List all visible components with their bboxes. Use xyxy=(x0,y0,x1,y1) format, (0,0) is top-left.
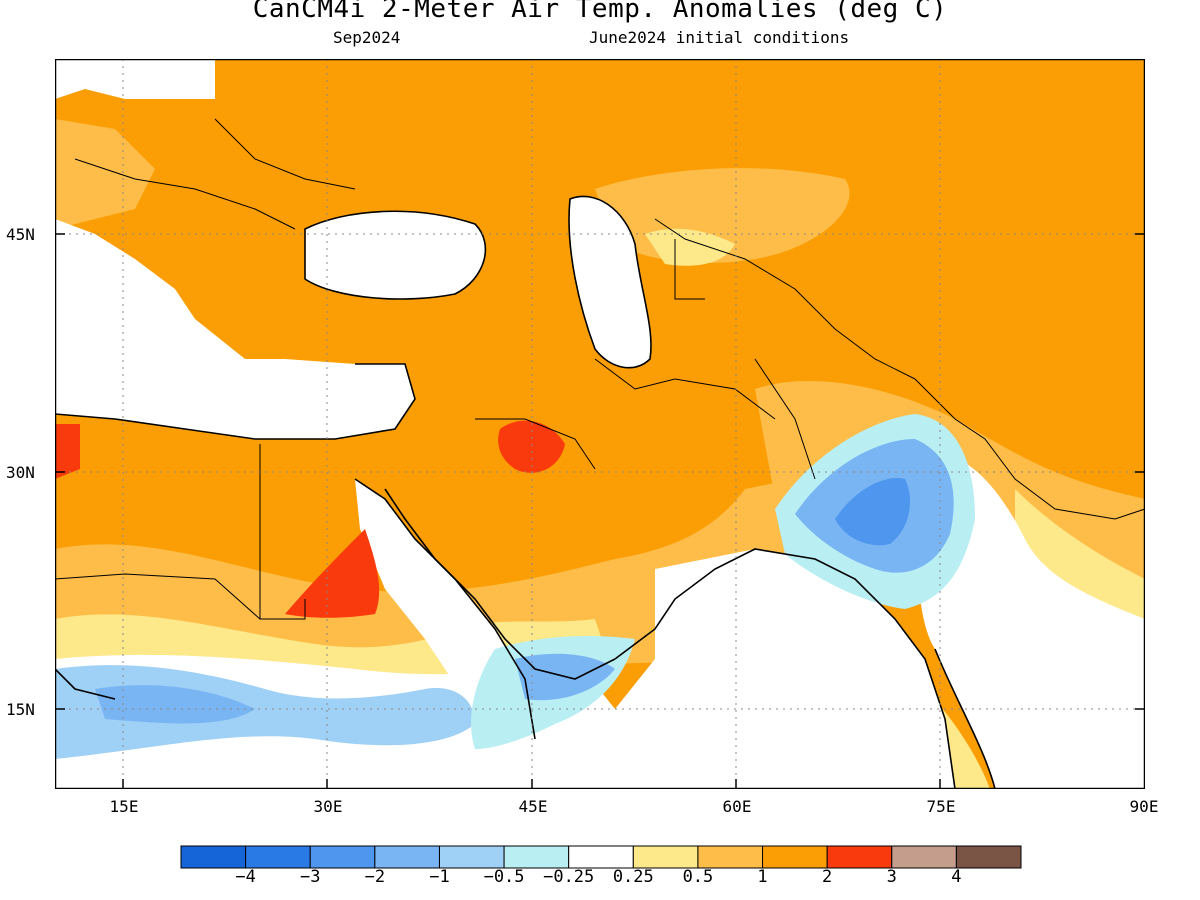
initial-conditions-label: June2024 initial conditions xyxy=(589,28,850,47)
colorbar-swatch xyxy=(826,845,893,869)
colorbar-swatch xyxy=(309,845,376,869)
anomaly-region-neutral-caspian xyxy=(569,196,652,368)
colorbar-tick-label: 0.5 xyxy=(682,867,714,887)
colorbar-swatch xyxy=(568,845,634,869)
colorbar-tick-label: 0.25 xyxy=(612,867,654,887)
lon-label-90e: 90E xyxy=(1129,797,1159,816)
colorbar-tick-label: 2 xyxy=(822,867,833,887)
anomaly-region-yellow-2 xyxy=(645,228,735,266)
anomaly-region-yellow-3 xyxy=(1015,489,1145,619)
anomaly-region-red-iraq xyxy=(498,420,565,473)
colorbar-swatch xyxy=(955,845,1022,869)
colorbar-tick-label: −0.5 xyxy=(483,867,525,887)
anomaly-region-blue-pakistan-core xyxy=(835,478,910,546)
coastlines xyxy=(55,195,996,789)
anomaly-region-neutral-north xyxy=(55,59,215,99)
anomaly-region-red-libya xyxy=(55,424,80,479)
colorbar-swatch xyxy=(374,845,440,869)
lat-label-45n: 45N xyxy=(6,225,35,244)
colorbar-swatch xyxy=(503,845,570,869)
colorbar-tick-label: −0.25 xyxy=(543,867,595,887)
anomaly-region-light-orange-2 xyxy=(55,119,155,229)
colorbar-tick-label: −2 xyxy=(364,867,386,887)
anomaly-region-neutral-india xyxy=(915,453,1145,789)
colorbar-swatch xyxy=(438,845,505,869)
lat-label-30n: 30N xyxy=(6,463,35,482)
colorbar-tick-label: −4 xyxy=(235,867,256,887)
anomaly-region-red-sudan xyxy=(285,529,380,618)
colorbar-swatch xyxy=(632,845,699,869)
colorbar-tick-label: 4 xyxy=(951,867,962,887)
lon-label-15e: 15E xyxy=(109,797,139,816)
anomaly-region-neutral-black-sea xyxy=(305,211,486,299)
map-title: CanCM4i 2-Meter Air Temp. Anomalies (deg… xyxy=(252,0,948,24)
graticule xyxy=(55,59,1145,789)
valid-month-label: Sep2024 xyxy=(333,28,401,47)
lon-label-30e: 30E xyxy=(313,797,343,816)
lon-label-60e: 60E xyxy=(722,797,752,816)
colorbar-swatch xyxy=(245,845,311,869)
anomaly-region-light-orange xyxy=(55,479,795,679)
colorbar-swatch xyxy=(697,845,764,869)
lat-label-15n: 15N xyxy=(6,700,35,719)
colorbar-tick-label: 3 xyxy=(886,867,897,887)
anomaly-map xyxy=(55,59,1145,789)
anomaly-region-neutral-mediterranean xyxy=(55,219,415,439)
lon-label-75e: 75E xyxy=(926,797,956,816)
colorbar-swatch xyxy=(762,845,828,869)
colorbar-swatch xyxy=(180,845,247,869)
country-borders xyxy=(55,118,1145,620)
colorbar-tick-label: 1 xyxy=(757,867,768,887)
lon-label-45e: 45E xyxy=(518,797,548,816)
anomaly-region-blue-sahel-core xyxy=(95,685,255,724)
colorbar-tick-label: −3 xyxy=(299,867,321,887)
colorbar-tick-label: −1 xyxy=(429,867,450,887)
anomaly-region-neutral-arabian-sea xyxy=(615,549,955,789)
colorbar-swatch xyxy=(891,845,957,869)
map-border xyxy=(55,59,1145,789)
axis-ticks xyxy=(55,233,1145,789)
colorbar xyxy=(180,845,1022,869)
